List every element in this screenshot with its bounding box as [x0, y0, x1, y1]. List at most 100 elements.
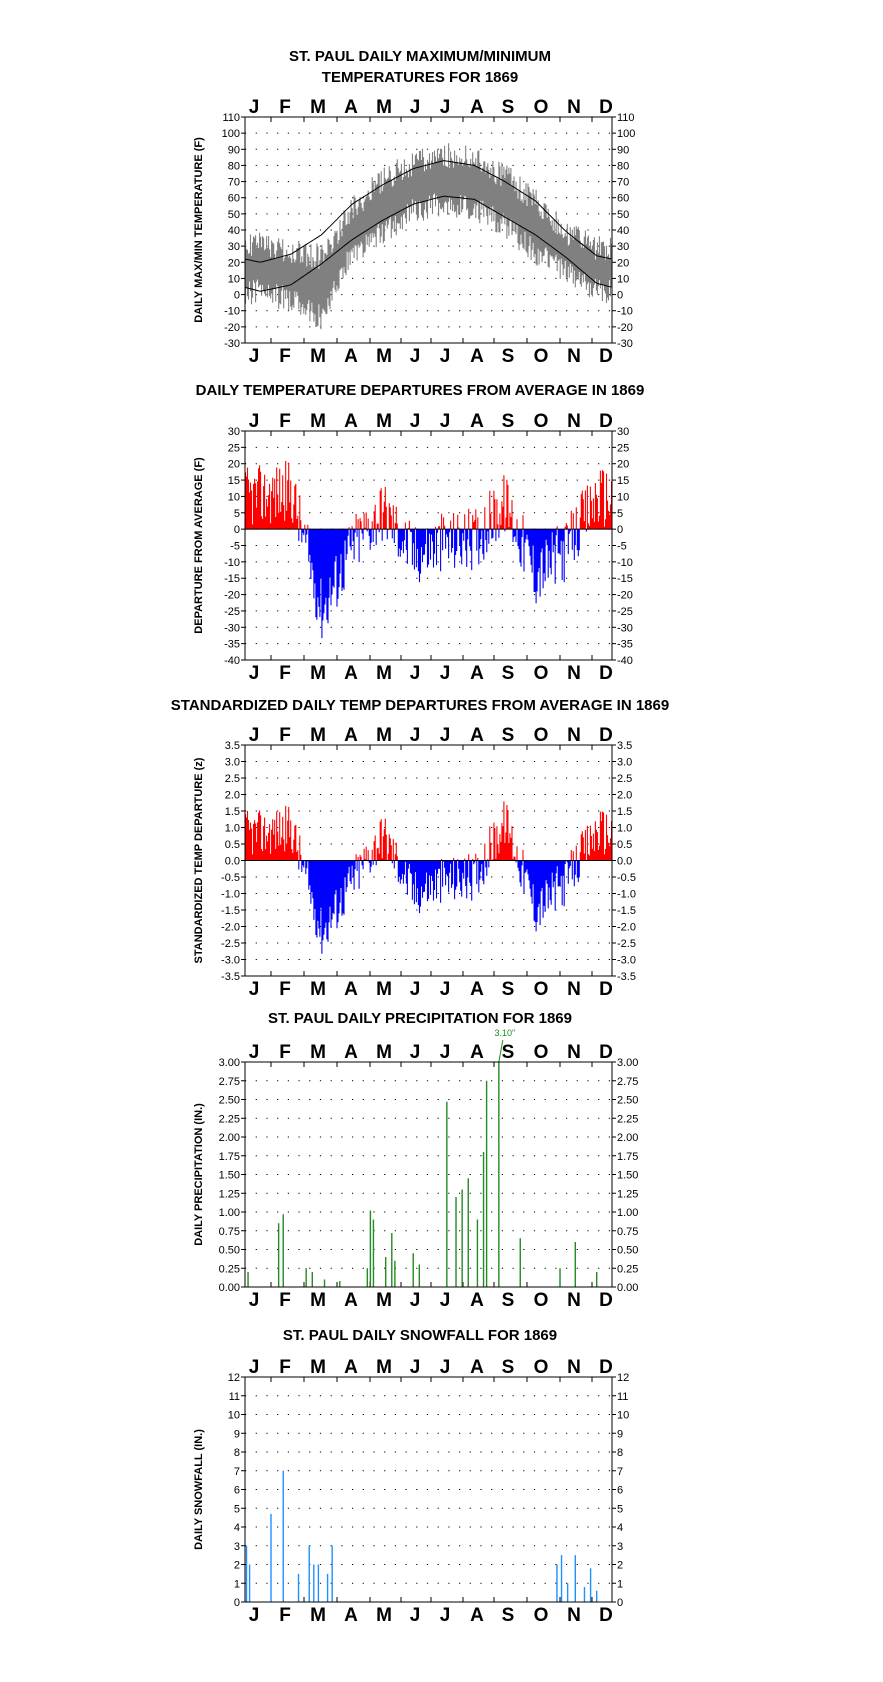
month-label-bottom: M — [376, 346, 392, 367]
chart-title: ST. PAUL DAILY SNOWFALL FOR 1869 — [283, 1327, 557, 1344]
chart-departures: DAILY TEMPERATURE DEPARTURES FROM AVERAG… — [193, 382, 644, 684]
y-tick-right: -30 — [617, 338, 633, 350]
month-label-top: M — [376, 725, 392, 746]
month-label-bottom: O — [534, 346, 549, 367]
y-tick-right: -10 — [617, 306, 633, 318]
month-label-bottom: N — [567, 346, 581, 367]
month-label-bottom: J — [410, 346, 421, 367]
y-tick-left: 15 — [228, 475, 240, 487]
y-tick-right: 6 — [617, 1485, 623, 1497]
month-label-bottom: M — [310, 1605, 326, 1626]
month-label-top: N — [567, 1357, 581, 1378]
month-label-top: J — [410, 97, 421, 118]
y-tick-right: 2.5 — [617, 773, 632, 785]
month-label-top: M — [376, 1357, 392, 1378]
y-tick-right: 20 — [617, 459, 629, 471]
y-tick-left: -0.5 — [221, 872, 240, 884]
month-label-top: J — [249, 1042, 260, 1063]
y-tick-left: 12 — [228, 1372, 240, 1384]
y-tick-left: 4 — [234, 1522, 240, 1534]
y-tick-right: 3.0 — [617, 757, 632, 769]
annotation-leader — [498, 1039, 504, 1063]
y-tick-left: 1.00 — [219, 1207, 240, 1219]
y-tick-left: -3.0 — [221, 955, 240, 967]
y-tick-right: -10 — [617, 557, 633, 569]
month-label-bottom: D — [599, 346, 613, 367]
month-label-bottom: F — [279, 346, 291, 367]
plot-frame — [244, 1061, 613, 1288]
y-tick-left: 10 — [228, 273, 240, 285]
month-label-top: A — [344, 725, 358, 746]
normal-high-line — [244, 160, 612, 263]
month-label-top: A — [470, 97, 484, 118]
y-tick-left: 1 — [234, 1578, 240, 1590]
y-tick-left: -3.5 — [221, 971, 240, 983]
y-tick-left: 25 — [228, 442, 240, 454]
chart-title: ST. PAUL DAILY MAXIMUM/MINIMUM — [289, 48, 551, 65]
month-label-bottom: D — [599, 1605, 613, 1626]
month-label-bottom: M — [310, 979, 326, 1000]
y-tick-right: 2.25 — [617, 1113, 638, 1125]
negative-departure-bars — [298, 860, 587, 954]
y-tick-right: -3.5 — [617, 971, 636, 983]
y-tick-left: 2.75 — [219, 1076, 240, 1088]
month-label-bottom: S — [502, 346, 515, 367]
y-tick-left: 20 — [228, 257, 240, 269]
month-label-top: J — [249, 725, 260, 746]
month-label-top: F — [279, 1042, 291, 1063]
y-tick-right: 8 — [617, 1447, 623, 1459]
month-label-bottom: J — [249, 346, 260, 367]
y-tick-left: 50 — [228, 209, 240, 221]
month-label-bottom: M — [310, 346, 326, 367]
month-label-bottom: M — [376, 1290, 392, 1311]
y-tick-left: 0 — [234, 290, 240, 302]
y-tick-left: -1.5 — [221, 905, 240, 917]
y-tick-left: 6 — [234, 1485, 240, 1497]
month-label-bottom: D — [599, 1290, 613, 1311]
y-tick-right: 0 — [617, 290, 623, 302]
month-label-top: S — [502, 1357, 515, 1378]
y-tick-right: -5 — [617, 541, 627, 553]
y-tick-right: 0.75 — [617, 1226, 638, 1238]
month-label-top: O — [534, 97, 549, 118]
y-tick-right: -1.0 — [617, 889, 636, 901]
month-label-top: S — [502, 725, 515, 746]
y-tick-right: 1.00 — [617, 1207, 638, 1219]
y-tick-left: 3.0 — [225, 757, 240, 769]
y-tick-left: 100 — [222, 128, 240, 140]
y-tick-left: -2.5 — [221, 938, 240, 950]
month-label-top: J — [440, 1042, 451, 1063]
y-tick-right: 15 — [617, 475, 629, 487]
month-label-bottom: N — [567, 979, 581, 1000]
month-label-top: J — [410, 1357, 421, 1378]
month-label-top: J — [440, 97, 451, 118]
month-label-bottom: O — [534, 1605, 549, 1626]
y-tick-right: 70 — [617, 177, 629, 189]
y-tick-left: -20 — [224, 322, 240, 334]
y-tick-left: 10 — [228, 491, 240, 503]
y-tick-right: 1.5 — [617, 806, 632, 818]
month-label-bottom: J — [249, 663, 260, 684]
y-tick-left: 2 — [234, 1560, 240, 1572]
month-label-bottom: M — [376, 663, 392, 684]
month-label-top: J — [410, 725, 421, 746]
y-tick-left: -30 — [224, 622, 240, 634]
y-tick-right: 90 — [617, 144, 629, 156]
month-label-top: F — [279, 1357, 291, 1378]
y-tick-right: 5 — [617, 1503, 623, 1515]
y-tick-right: 1.50 — [617, 1170, 638, 1182]
y-tick-right: 3 — [617, 1541, 623, 1553]
y-tick-right: -20 — [617, 590, 633, 602]
y-tick-right: 2.75 — [617, 1076, 638, 1088]
y-tick-right: 10 — [617, 1410, 629, 1422]
y-axis-label: DAILY MAX/MIN TEMPERATURE (F) — [193, 137, 205, 323]
y-tick-right: 11 — [617, 1391, 628, 1403]
y-tick-right: 1.25 — [617, 1188, 638, 1200]
y-tick-right: -1.5 — [617, 905, 636, 917]
y-tick-right: 0 — [617, 1597, 623, 1609]
y-tick-right: 0.25 — [617, 1263, 638, 1275]
y-tick-right: 2.00 — [617, 1132, 638, 1144]
plot-frame — [244, 430, 613, 661]
month-label-top: M — [376, 97, 392, 118]
positive-departure-bars — [244, 461, 613, 530]
